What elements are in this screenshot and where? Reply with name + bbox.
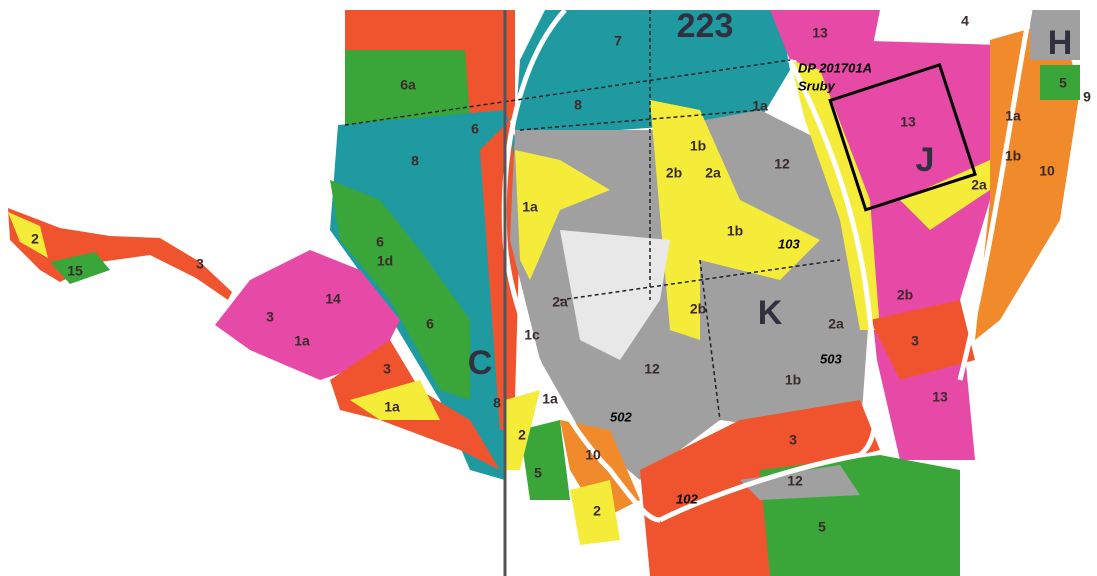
label: 1a: [542, 391, 558, 407]
label: 8: [411, 153, 419, 169]
label: 5: [818, 519, 826, 535]
label: 2b: [666, 165, 682, 181]
label: 1b: [690, 138, 706, 154]
strip-green: [50, 252, 110, 284]
orange-10: [560, 420, 640, 520]
label: 102: [676, 491, 698, 506]
labels: 223 DP 201701A Sruby C K J H 7 13 4 6a 8…: [31, 7, 1091, 535]
yellow-1a: [350, 380, 440, 420]
yellow-road-strip: [790, 60, 880, 330]
white-hatch: [560, 230, 670, 360]
label: DP 201701A: [798, 60, 872, 75]
label: 3: [789, 432, 797, 448]
teal-north: [515, 10, 790, 130]
label: 223: [677, 7, 734, 45]
label: 1a: [522, 199, 538, 215]
label: 6: [376, 234, 384, 250]
label: 5: [534, 465, 542, 481]
label: 10: [585, 447, 601, 463]
yellow-1b: [650, 100, 820, 340]
label: 1a: [1005, 108, 1021, 124]
label: 8: [574, 97, 582, 113]
label: 7: [614, 33, 622, 49]
magenta-13-top: [770, 10, 880, 60]
road-ne: [957, 9, 1033, 381]
label: 3: [911, 333, 919, 349]
roads: [501, 8, 1033, 523]
boundaries: [344, 10, 977, 576]
label: H: [1048, 24, 1073, 62]
label: 4: [961, 13, 969, 29]
green-6a: [345, 50, 470, 125]
label: J: [916, 141, 935, 179]
label: 6: [471, 121, 479, 137]
label: 2: [518, 427, 526, 443]
yellow-1a-mid: [515, 150, 610, 280]
label: 1b: [727, 223, 743, 239]
boundary: [344, 10, 841, 421]
label: 13: [900, 114, 916, 130]
label: 6a: [400, 77, 416, 93]
label: 5: [1059, 75, 1067, 91]
label: 1c: [524, 327, 540, 343]
green-5-south: [520, 420, 570, 500]
road-east: [658, 58, 880, 523]
label: 1b: [785, 372, 801, 388]
yellow-2-south: [505, 390, 540, 470]
label: 1a: [752, 98, 768, 114]
label: 1b: [1005, 148, 1021, 164]
label: C: [468, 344, 493, 382]
green-5-east: [1040, 65, 1080, 100]
label: 2b: [897, 287, 913, 303]
label: 3: [196, 256, 204, 272]
label: 10: [1039, 163, 1055, 179]
grey-12-south: [740, 465, 860, 500]
label: 2a: [705, 165, 721, 181]
label: 12: [644, 361, 660, 377]
label: 2: [31, 231, 39, 247]
green-6: [330, 180, 470, 400]
label: 1d: [377, 253, 393, 269]
label: 3: [266, 309, 274, 325]
plot-outline: [828, 62, 977, 212]
label: 14: [325, 291, 341, 307]
label: 502: [610, 409, 632, 424]
label: 2: [593, 503, 601, 519]
label: 6: [426, 316, 434, 332]
orange-3-east: [870, 300, 975, 380]
land-areas: [8, 10, 1080, 576]
label: 12: [787, 473, 803, 489]
strip-yellow: [8, 212, 48, 258]
label: 2b: [690, 301, 706, 317]
label: 1a: [294, 333, 310, 349]
label: 2a: [828, 316, 844, 332]
label: 15: [67, 263, 83, 279]
label: Sruby: [798, 78, 836, 93]
label: 2a: [552, 294, 568, 310]
road-west: [501, 8, 661, 523]
label: 2a: [971, 177, 987, 193]
label: 8: [493, 395, 501, 411]
label: 1a: [384, 399, 400, 415]
label: K: [758, 294, 783, 332]
yellow-2-bottom: [570, 480, 620, 545]
label: 103: [778, 236, 800, 251]
label: 9: [1083, 89, 1091, 105]
label: 13: [932, 389, 948, 405]
magenta-14: [215, 250, 400, 380]
grey-h: [1030, 10, 1080, 60]
label: 3: [383, 361, 391, 377]
label: 13: [812, 25, 828, 41]
label: 12: [774, 156, 790, 172]
label: 503: [820, 351, 842, 366]
